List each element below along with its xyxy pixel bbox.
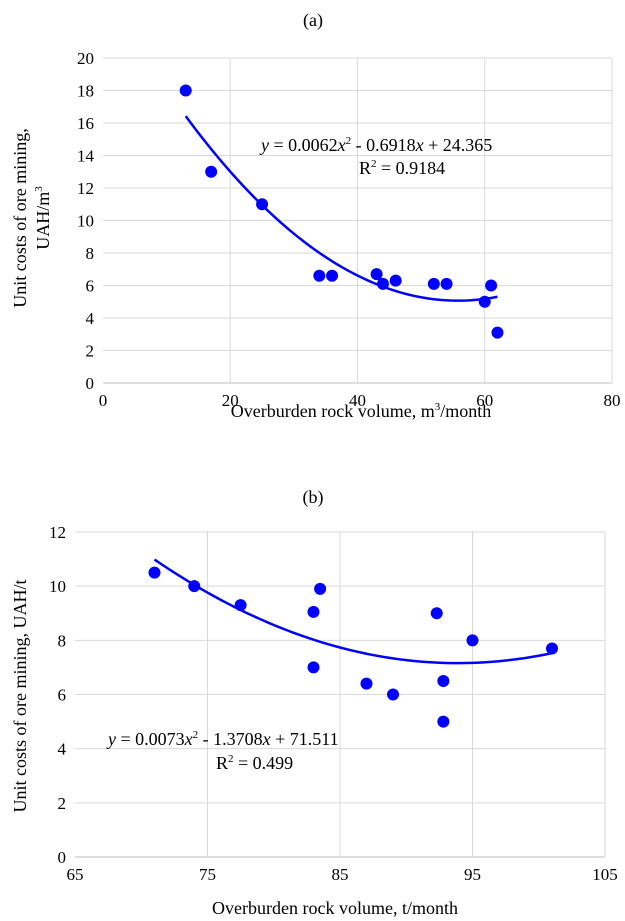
ticks-a: 0 2 4 6 8 10 12 14 16 18 20 0 20 40 60 80 bbox=[77, 49, 621, 410]
data-point bbox=[376, 277, 389, 290]
data-point bbox=[485, 279, 498, 292]
y-tick-label-b-0: 0 bbox=[58, 848, 67, 867]
data-point bbox=[179, 84, 192, 97]
x-tick-label-a-0: 0 bbox=[99, 391, 108, 410]
grid-b bbox=[75, 531, 606, 858]
y-axis-title-a-line2: UAH/m3 bbox=[33, 186, 53, 250]
chart-a: (a) 0 2 4 6 8 10 12 14 16 18 20 0 20 40 60 80 Overburde… bbox=[10, 10, 621, 421]
ticks-b: 0 2 4 6 8 10 12 65 75 85 95 105 bbox=[49, 523, 618, 884]
data-point bbox=[313, 269, 326, 282]
points-a bbox=[179, 84, 504, 339]
data-point bbox=[360, 677, 373, 690]
y-tick-label-a-3: 6 bbox=[86, 277, 95, 296]
data-point bbox=[370, 268, 383, 281]
x-tick-label-b-4: 105 bbox=[592, 865, 618, 884]
x-tick-label-a-2: 40 bbox=[349, 391, 366, 410]
y-tick-label-a-8: 16 bbox=[77, 114, 94, 133]
x-axis-title-a: Overburden rock volume, m3/month bbox=[231, 401, 491, 421]
y-axis-title-a: Unit costs of ore mining, bbox=[10, 128, 30, 307]
data-point bbox=[326, 269, 339, 282]
y-axis-title-b: Unit costs of ore mining, UAH/t bbox=[10, 580, 30, 813]
data-point bbox=[307, 605, 320, 618]
r-squared-a: R2 = 0.9184 bbox=[359, 158, 445, 178]
x-tick-label-a-3: 60 bbox=[476, 391, 493, 410]
y-tick-label-a-0: 0 bbox=[86, 374, 95, 393]
r-squared-b: R2 = 0.499 bbox=[216, 753, 293, 773]
data-point bbox=[205, 165, 218, 178]
data-point bbox=[478, 295, 491, 308]
x-axis-title-b: Overburden rock volume, t/month bbox=[212, 898, 458, 918]
trendline-a bbox=[184, 115, 498, 302]
equation-b: y = 0.0073x2 - 1.3708x + 71.511 bbox=[106, 729, 339, 749]
grid-a bbox=[103, 57, 613, 384]
data-point bbox=[188, 580, 201, 593]
y-tick-label-b-2: 4 bbox=[58, 740, 67, 759]
panel-label-a: (a) bbox=[303, 10, 323, 31]
data-point bbox=[440, 277, 453, 290]
x-tick-label-b-2: 85 bbox=[332, 865, 349, 884]
y-tick-label-b-4: 8 bbox=[58, 631, 67, 650]
data-point bbox=[387, 688, 399, 701]
y-tick-label-b-5: 10 bbox=[49, 577, 66, 596]
data-point bbox=[234, 599, 247, 612]
data-point bbox=[256, 198, 269, 211]
x-tick-label-b-0: 65 bbox=[67, 865, 84, 884]
y-tick-label-b-6: 12 bbox=[49, 523, 66, 542]
data-point bbox=[491, 326, 504, 339]
chart-b: (b) 0 2 4 6 8 10 12 65 75 85 95 105 Overburden rock… bbox=[10, 487, 618, 918]
x-tick-label-b-1: 75 bbox=[199, 865, 216, 884]
equation-a: y = 0.0062x2 - 0.6918x + 24.365 bbox=[259, 135, 492, 155]
x-tick-label-a-4: 80 bbox=[604, 391, 621, 410]
data-point bbox=[466, 634, 479, 647]
y-tick-label-a-5: 10 bbox=[77, 212, 94, 231]
y-tick-label-a-4: 8 bbox=[86, 244, 95, 263]
y-tick-label-a-2: 4 bbox=[86, 309, 95, 328]
data-point bbox=[437, 715, 450, 728]
points-b bbox=[148, 566, 558, 728]
y-tick-label-b-3: 6 bbox=[58, 686, 67, 705]
y-tick-label-a-9: 18 bbox=[77, 82, 94, 101]
y-tick-label-a-10: 20 bbox=[77, 49, 94, 68]
data-point bbox=[389, 274, 402, 287]
x-tick-label-a-1: 20 bbox=[222, 391, 239, 410]
data-point bbox=[546, 642, 558, 655]
data-point bbox=[314, 582, 327, 595]
y-tick-label-a-6: 12 bbox=[77, 179, 94, 198]
data-point bbox=[148, 566, 161, 579]
data-point bbox=[430, 607, 443, 620]
data-point bbox=[427, 277, 440, 290]
y-tick-label-b-1: 2 bbox=[58, 794, 67, 813]
trendline-b bbox=[153, 558, 553, 665]
x-tick-label-b-3: 95 bbox=[464, 865, 481, 884]
panel-label-b: (b) bbox=[303, 487, 324, 508]
y-tick-label-a-1: 2 bbox=[86, 342, 95, 361]
data-point bbox=[437, 674, 450, 687]
data-point bbox=[307, 661, 320, 674]
y-tick-label-a-7: 14 bbox=[77, 147, 95, 166]
